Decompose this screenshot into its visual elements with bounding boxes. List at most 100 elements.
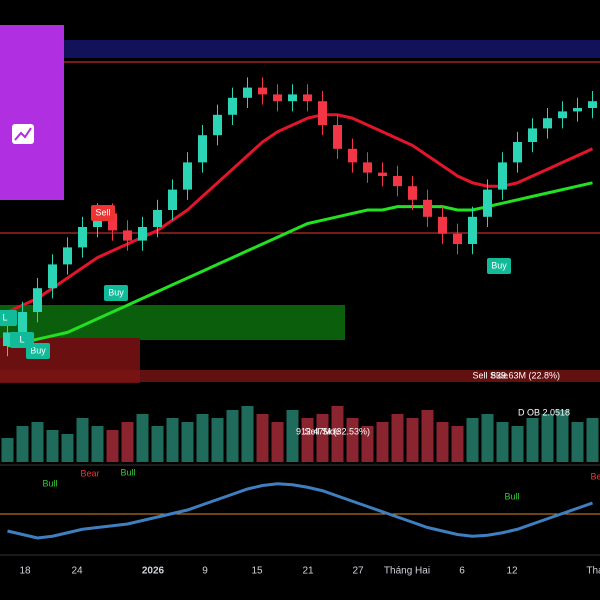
- candle-body: [378, 172, 387, 176]
- volume-bar: [61, 434, 74, 462]
- candle-body: [78, 227, 87, 248]
- x-tick-label: 18: [19, 566, 31, 577]
- indicator-line: [6, 113, 594, 314]
- candle-body: [393, 176, 402, 187]
- volume-bar: [361, 426, 374, 462]
- volume-bar: [256, 414, 269, 462]
- annotation: L: [2, 312, 7, 322]
- volume-bar: [31, 422, 44, 462]
- volume-bar: [586, 418, 599, 462]
- x-tick-label: 21: [302, 566, 314, 577]
- signal-badge: [0, 310, 17, 326]
- annotation: Bear: [80, 468, 99, 478]
- annotation: 839.63M (22.8%): [491, 370, 560, 380]
- candle-body: [333, 125, 342, 149]
- annotation: Sell: [95, 207, 110, 217]
- volume-bar: [151, 426, 164, 462]
- volume-bar: [436, 422, 449, 462]
- volume-bar: [136, 414, 149, 462]
- candle-body: [228, 97, 237, 115]
- volume-bar: [121, 422, 134, 462]
- signal-badge: [10, 332, 34, 348]
- annotation: Bull: [42, 478, 57, 488]
- signal-badge: [91, 205, 115, 221]
- volume-bar: [316, 414, 329, 462]
- volume-bar: [106, 430, 119, 462]
- candle-body: [108, 213, 117, 231]
- x-tick-label: 27: [352, 566, 364, 577]
- volume-bar: [541, 414, 554, 462]
- candle-body: [213, 114, 222, 136]
- candle-body: [318, 101, 327, 125]
- annotation: Be: [590, 471, 600, 481]
- candle-body: [273, 94, 282, 102]
- annotation: 912.47M (32.53%): [296, 426, 370, 436]
- x-tick-label: 6: [459, 566, 465, 577]
- volume-bar: [391, 414, 404, 462]
- volume-bar: [496, 422, 509, 462]
- volume-bar: [556, 410, 569, 462]
- volume-bar: [1, 438, 14, 462]
- candle-body: [588, 101, 597, 108]
- volume-bar: [196, 414, 209, 462]
- banner-icon: [14, 127, 32, 141]
- volume-bar: [346, 418, 359, 462]
- candle-body: [18, 312, 27, 333]
- candle-body: [348, 148, 357, 163]
- candle-body: [408, 186, 417, 200]
- candle-body: [153, 210, 162, 227]
- candle-body: [123, 230, 132, 241]
- volume-bar: [181, 422, 194, 462]
- candle-body: [558, 111, 567, 119]
- candle-body: [288, 94, 297, 102]
- volume-bar: [406, 418, 419, 462]
- volume-bar: [481, 414, 494, 462]
- x-tick-label: Tháng Hai: [384, 566, 430, 577]
- candle-body: [363, 162, 372, 173]
- candle-body: [258, 87, 267, 95]
- x-tick-label: 2026: [142, 566, 165, 577]
- candle-body: [303, 94, 312, 102]
- candle-body: [423, 199, 432, 217]
- volume-bar: [226, 410, 239, 462]
- x-tick-label: Thá: [586, 566, 600, 577]
- candle-body: [468, 216, 477, 244]
- candle-body: [198, 135, 207, 163]
- volume-bar: [76, 418, 89, 462]
- volume-bar: [286, 410, 299, 462]
- volume-bar: [331, 406, 344, 462]
- candle-body: [168, 189, 177, 210]
- volume-bar: [376, 422, 389, 462]
- candle-body: [453, 233, 462, 244]
- volume-bar: [166, 418, 179, 462]
- volume-bar: [91, 426, 104, 462]
- annotation: D OB 2.0518: [518, 407, 570, 417]
- annotation: Bull: [504, 491, 519, 501]
- annotation: Buy: [108, 287, 124, 297]
- annotation: Bull: [120, 467, 135, 477]
- premium-zone: [60, 40, 600, 58]
- candle-body: [243, 87, 252, 98]
- volume-bar: [301, 418, 314, 462]
- x-tick-label: 15: [251, 566, 263, 577]
- annotation: Sell Side: [472, 370, 508, 380]
- banner: [0, 25, 64, 200]
- candle-body: [498, 162, 507, 190]
- sell-side-zone: [0, 370, 600, 382]
- volume-bar: [511, 426, 524, 462]
- volume-bar: [241, 406, 254, 462]
- candle-body: [573, 108, 582, 112]
- volume-bar: [526, 418, 539, 462]
- candle-body: [483, 189, 492, 217]
- volume-bar: [571, 422, 584, 462]
- signal-badge: [487, 258, 511, 274]
- annotation: Sell Side: [304, 426, 340, 436]
- volume-bar: [271, 422, 284, 462]
- volume-bar: [46, 430, 59, 462]
- volume-bar: [466, 418, 479, 462]
- oscillator-line: [7, 482, 593, 540]
- annotation: Buy: [30, 345, 46, 355]
- candle-body: [438, 216, 447, 234]
- candle-body: [48, 264, 57, 289]
